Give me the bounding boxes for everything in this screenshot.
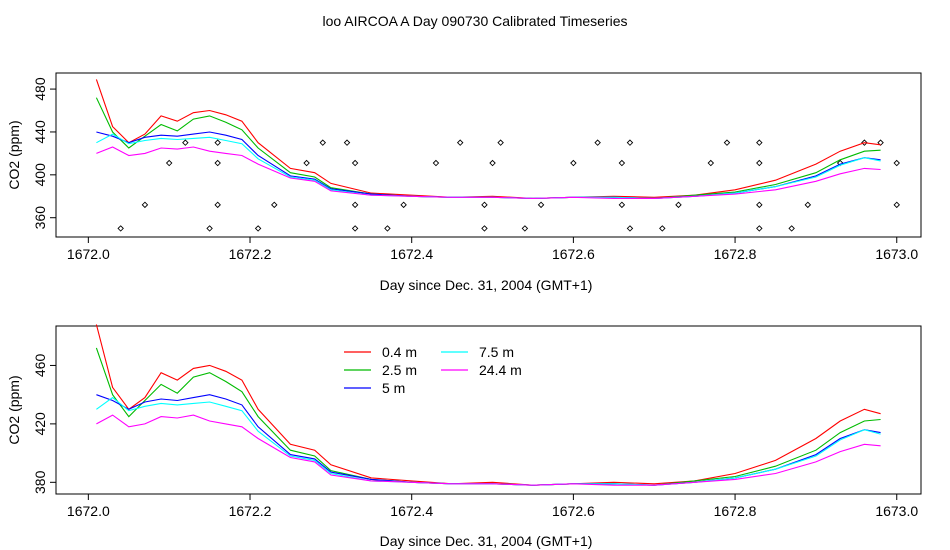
top-flag-marker (659, 225, 666, 232)
bottom-y-axis-label: CO2 (ppm) (6, 375, 22, 444)
top-flag-marker (756, 139, 763, 146)
top-flag-marker (893, 201, 900, 209)
top-flag-marker (618, 159, 626, 167)
top-x-tick-label: 1672.8 (714, 246, 757, 262)
bottom-x-tick-label: 1672.0 (67, 503, 110, 519)
top-flag-marker (432, 159, 440, 167)
top-flag-marker (141, 201, 149, 209)
top-x-tick-label: 1672.6 (552, 246, 595, 262)
top-flag-marker (182, 139, 189, 146)
bottom-y-tick-label: 380 (32, 470, 48, 494)
bottom-x-axis-label: Day since Dec. 31, 2004 (GMT+1) (380, 533, 593, 549)
top-flag-marker (570, 159, 577, 167)
top-flag-marker (804, 201, 812, 209)
legend-label: 2.5 m (382, 362, 417, 378)
top-x-tick-label: 1672.4 (390, 246, 433, 262)
top-flag-marker (626, 225, 634, 232)
legend-label: 0.4 m (382, 344, 417, 360)
bottom-x-tick-label: 1672.6 (552, 503, 595, 519)
top-flag-marker (303, 159, 310, 167)
bottom-x-tick-label: 1673.0 (875, 503, 918, 519)
top-x-tick-label: 1673.0 (875, 246, 918, 262)
top-x-tick-label: 1672.2 (229, 246, 272, 262)
legend: 0.4 m 2.5 m 5 m 7.5 m 24.4 m (344, 344, 522, 396)
top-flag-marker (626, 139, 634, 146)
top-flag-marker (756, 201, 763, 209)
top-flag-marker (214, 201, 221, 209)
top-flag-marker (707, 159, 715, 167)
top-panel: Day since Dec. 31, 2004 (GMT+1) CO2 (ppm… (6, 72, 922, 293)
top-flag-marker (351, 225, 359, 232)
top-flag-marker (206, 225, 213, 232)
top-flag-marker (756, 225, 763, 232)
top-flag-marker (521, 225, 529, 232)
top-series-line-24-4-m (96, 146, 881, 199)
top-flag-marker (214, 139, 221, 146)
top-flag-marker (214, 159, 221, 167)
top-flag-marker (675, 201, 682, 209)
top-flag-marker (481, 201, 488, 209)
top-plot-frame (55, 72, 922, 238)
bottom-y-tick-label: 420 (32, 412, 48, 436)
figure-title: loo AIRCOA A Day 090730 Calibrated Times… (322, 13, 627, 29)
bottom-x-tick-label: 1672.8 (714, 503, 757, 519)
top-flag-marker (489, 159, 496, 167)
top-y-axis-label: CO2 (ppm) (6, 120, 22, 189)
bottom-panel: Day since Dec. 31, 2004 (GMT+1) CO2 (ppm… (6, 324, 922, 549)
top-flag-marker (756, 159, 763, 167)
top-flag-marker (254, 225, 262, 232)
top-flag-marker (343, 139, 351, 146)
bottom-plot-frame (55, 325, 922, 495)
top-x-tick-label: 1672.0 (67, 246, 110, 262)
top-flag-marker (788, 225, 795, 232)
legend-label: 7.5 m (479, 344, 514, 360)
top-flag-marker (351, 201, 359, 209)
top-flag-marker (618, 201, 626, 209)
top-y-tick-label: 480 (32, 77, 48, 101)
top-flag-marker (497, 139, 504, 146)
bottom-x-tick-label: 1672.4 (390, 503, 433, 519)
bottom-y-tick-label: 460 (32, 354, 48, 378)
top-flag-marker (351, 159, 359, 167)
legend-label: 5 m (382, 380, 405, 396)
top-flag-marker (481, 225, 488, 232)
bottom-series-line-7-5-m (96, 396, 881, 486)
top-y-tick-label: 400 (32, 163, 48, 187)
top-flag-marker (537, 201, 545, 209)
top-flag-marker (723, 139, 731, 146)
top-flag-marker (877, 139, 884, 146)
top-flag-marker (319, 139, 327, 146)
top-series-line-7-5-m (96, 133, 881, 199)
top-flag-marker (165, 159, 173, 167)
bottom-series-line-24-4-m (96, 414, 881, 486)
bottom-x-tick-label: 1672.2 (229, 503, 272, 519)
top-flag-marker (893, 159, 900, 167)
top-flag-marker (384, 225, 391, 232)
top-flag-marker (456, 139, 464, 146)
top-series-line-0-4-m (95, 79, 881, 199)
top-flag-marker (117, 225, 124, 232)
top-flag-marker (594, 139, 601, 146)
top-flag-marker (400, 201, 407, 209)
top-flag-marker (861, 139, 868, 146)
top-x-axis-label: Day since Dec. 31, 2004 (GMT+1) (380, 277, 593, 293)
legend-label: 24.4 m (479, 362, 522, 378)
top-y-tick-label: 360 (32, 206, 48, 230)
bottom-series-line-0-4-m (95, 324, 881, 486)
top-y-tick-label: 440 (32, 120, 48, 144)
top-flag-marker (271, 201, 278, 209)
